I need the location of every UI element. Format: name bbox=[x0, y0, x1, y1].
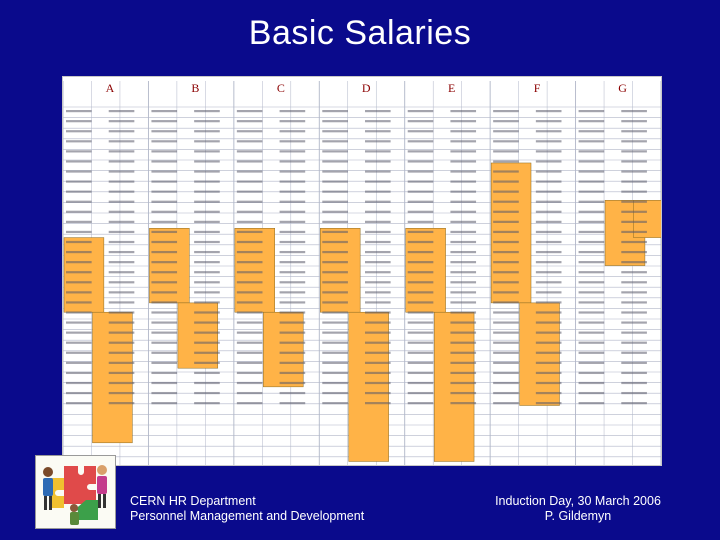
footer-event: Induction Day, 30 March 2006 P. Gildemyn bbox=[468, 494, 688, 524]
people-puzzle-icon bbox=[35, 455, 116, 529]
footer-department: CERN HR Department Personnel Management … bbox=[130, 494, 364, 524]
career-path-header: F bbox=[534, 81, 541, 95]
career-path-header: A bbox=[106, 81, 115, 95]
highlighted-step-block bbox=[433, 311, 475, 462]
highlighted-step-block bbox=[348, 311, 389, 462]
career-path-header: D bbox=[362, 81, 371, 95]
highlighted-step-block bbox=[519, 302, 560, 406]
highlighted-step-block bbox=[177, 302, 219, 369]
slide-title: Basic Salaries bbox=[248, 14, 472, 52]
footer-event-line2: P. Gildemyn bbox=[544, 509, 612, 523]
career-path-header: G bbox=[618, 81, 627, 95]
footer-department-line1: CERN HR Department bbox=[130, 494, 256, 508]
footer-event-line1: Induction Day, 30 March 2006 bbox=[495, 494, 661, 508]
highlighted-step-block bbox=[263, 311, 304, 388]
career-path-header: E bbox=[448, 81, 455, 95]
footer-department-line2: Personnel Management and Development bbox=[130, 509, 365, 523]
career-path-header: C bbox=[277, 81, 285, 95]
highlighted-step-block bbox=[320, 228, 361, 313]
salary-scale-table-image: A B C D E F G bbox=[62, 76, 662, 466]
career-path-header: B bbox=[191, 81, 199, 95]
highlighted-step-block bbox=[92, 311, 133, 444]
highlighted-step-block bbox=[149, 228, 190, 304]
highlighted-step-block bbox=[63, 237, 105, 313]
highlighted-step-block bbox=[234, 228, 275, 313]
highlighted-step-block bbox=[405, 228, 446, 313]
